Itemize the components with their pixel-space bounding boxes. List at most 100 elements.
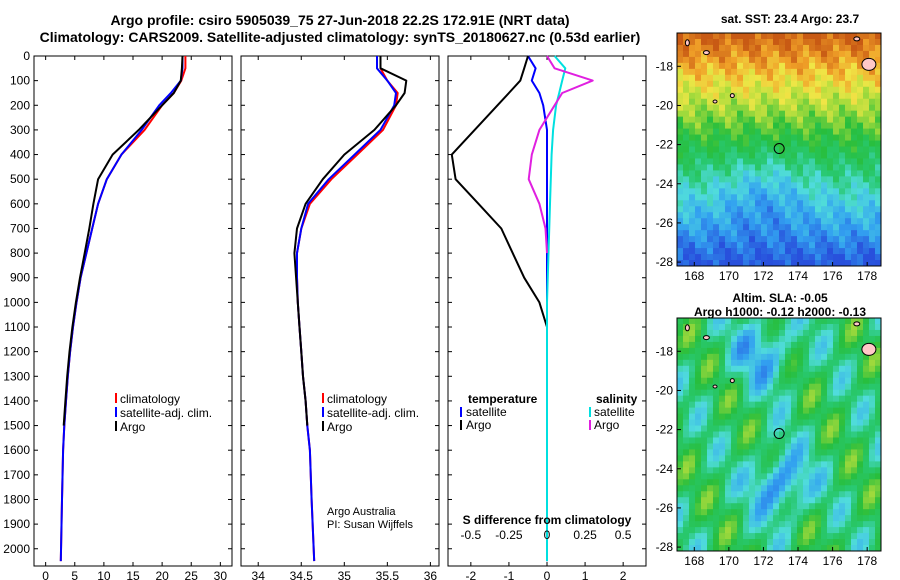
sla-map-cell — [719, 467, 726, 474]
sst-map-cell — [677, 230, 684, 237]
sst-map-cell — [863, 224, 870, 231]
sla-map-cell — [797, 389, 804, 397]
sst-map-cell — [809, 44, 816, 52]
sst-map-cell — [719, 110, 726, 118]
sla-map-cell — [839, 497, 846, 504]
sla-map-cell — [857, 383, 864, 391]
sla-map-cell — [773, 341, 780, 349]
sst-map-cell — [875, 254, 882, 261]
sst-map-cell — [683, 242, 690, 249]
sla-map-cell — [809, 515, 816, 522]
sst-map-cell — [833, 170, 840, 177]
sst-map-cell — [821, 92, 828, 100]
diff-s-axis-label: S difference from climatology — [463, 513, 632, 527]
sst-map-cell — [815, 230, 822, 237]
sst-map-cell — [683, 146, 690, 153]
sst-map-cell — [785, 236, 792, 243]
sst-map-cell — [767, 206, 774, 213]
sla-map-cell — [797, 509, 804, 516]
sla-map-cell — [725, 497, 732, 504]
sla-map-cell — [689, 461, 696, 468]
sla-map-cell — [683, 455, 690, 462]
sst-map-cell — [791, 74, 798, 82]
sst-map-cell — [767, 254, 774, 261]
sla-map-cell — [773, 527, 780, 534]
sst-map-cell — [749, 194, 756, 201]
sla-map-cell — [809, 377, 816, 385]
sla-map-cell — [869, 359, 876, 367]
sla-map-cell — [779, 329, 786, 337]
sla-map-cell — [713, 419, 720, 427]
sst-map-cell — [821, 248, 828, 255]
sst-map-cell — [827, 200, 834, 207]
sla-map-xtick-label: 170 — [719, 554, 739, 568]
sst-map-cell — [755, 128, 762, 136]
sla-map-cell — [839, 383, 846, 391]
sla-map-cell — [779, 347, 786, 355]
sla-map-cell — [779, 318, 786, 325]
sst-map-cell — [839, 176, 846, 183]
sla-map-cell — [797, 335, 804, 343]
sst-map-cell — [677, 212, 684, 219]
sla-map-cell — [803, 318, 810, 325]
sla-map-cell — [821, 545, 828, 552]
sst-map-cell — [785, 248, 792, 255]
sla-map-cell — [791, 401, 798, 409]
sla-map-cell — [731, 455, 738, 462]
sst-map-cell — [803, 188, 810, 195]
sla-map-cell — [803, 449, 810, 456]
differences-xtick-label: 1 — [582, 569, 589, 580]
sla-map-cell — [791, 449, 798, 456]
sst-map-cell — [803, 248, 810, 255]
sla-map-cell — [749, 437, 756, 444]
sla-map-cell — [797, 527, 804, 534]
sla-map-cell — [791, 407, 798, 415]
sst-map-cell — [821, 116, 828, 124]
sst-map-cell — [689, 140, 696, 148]
sla-map-cell — [839, 515, 846, 522]
sst-map-cell — [773, 122, 780, 130]
sla-map-cell — [737, 443, 744, 450]
sst-map-cell — [839, 188, 846, 195]
sst-map-cell — [815, 110, 822, 118]
sla-map-cell — [767, 527, 774, 534]
sla-map-cell — [845, 449, 852, 456]
sla-map-cell — [869, 461, 876, 468]
sst-map-cell — [857, 230, 864, 237]
sla-map-cell — [713, 347, 720, 355]
sst-map-cell — [743, 212, 750, 219]
sla-map-cell — [749, 521, 756, 528]
sla-map-cell — [821, 353, 828, 361]
sla-map-cell — [773, 533, 780, 540]
sst-map-cell — [839, 92, 846, 100]
sla-map-cell — [785, 383, 792, 391]
sst-map-cell — [773, 194, 780, 201]
sla-map-cell — [677, 539, 684, 546]
sst-map-cell — [797, 152, 804, 159]
sst-map-cell — [827, 230, 834, 237]
sst-map-cell — [725, 86, 732, 94]
sla-map-cell — [761, 389, 768, 397]
sla-map-cell — [875, 545, 882, 552]
sla-map-cell — [863, 479, 870, 486]
sst-map-cell — [731, 146, 738, 153]
sst-map-cell — [875, 44, 882, 52]
sla-map-cell — [857, 437, 864, 444]
sst-map-title: sat. SST: 23.4 Argo: 23.7 — [720, 12, 860, 26]
sla-map-cell — [827, 545, 834, 552]
sst-map-cell — [683, 236, 690, 243]
sla-map-cell — [779, 407, 786, 415]
sla-map-cell — [851, 323, 858, 331]
sla-map-cell — [863, 515, 870, 522]
sla-map-cell — [809, 521, 816, 528]
sst-map-cell — [749, 110, 756, 118]
sst-map-cell — [731, 212, 738, 219]
sla-map-cell — [827, 521, 834, 528]
sla-map-cell — [785, 431, 792, 438]
sla-map-cell — [803, 437, 810, 444]
sla-map-cell — [851, 425, 858, 433]
sla-map-cell — [875, 473, 882, 480]
sla-map-cell — [689, 413, 696, 421]
sst-map-cell — [857, 176, 864, 183]
sla-map-ytick-label: -24 — [656, 462, 674, 476]
